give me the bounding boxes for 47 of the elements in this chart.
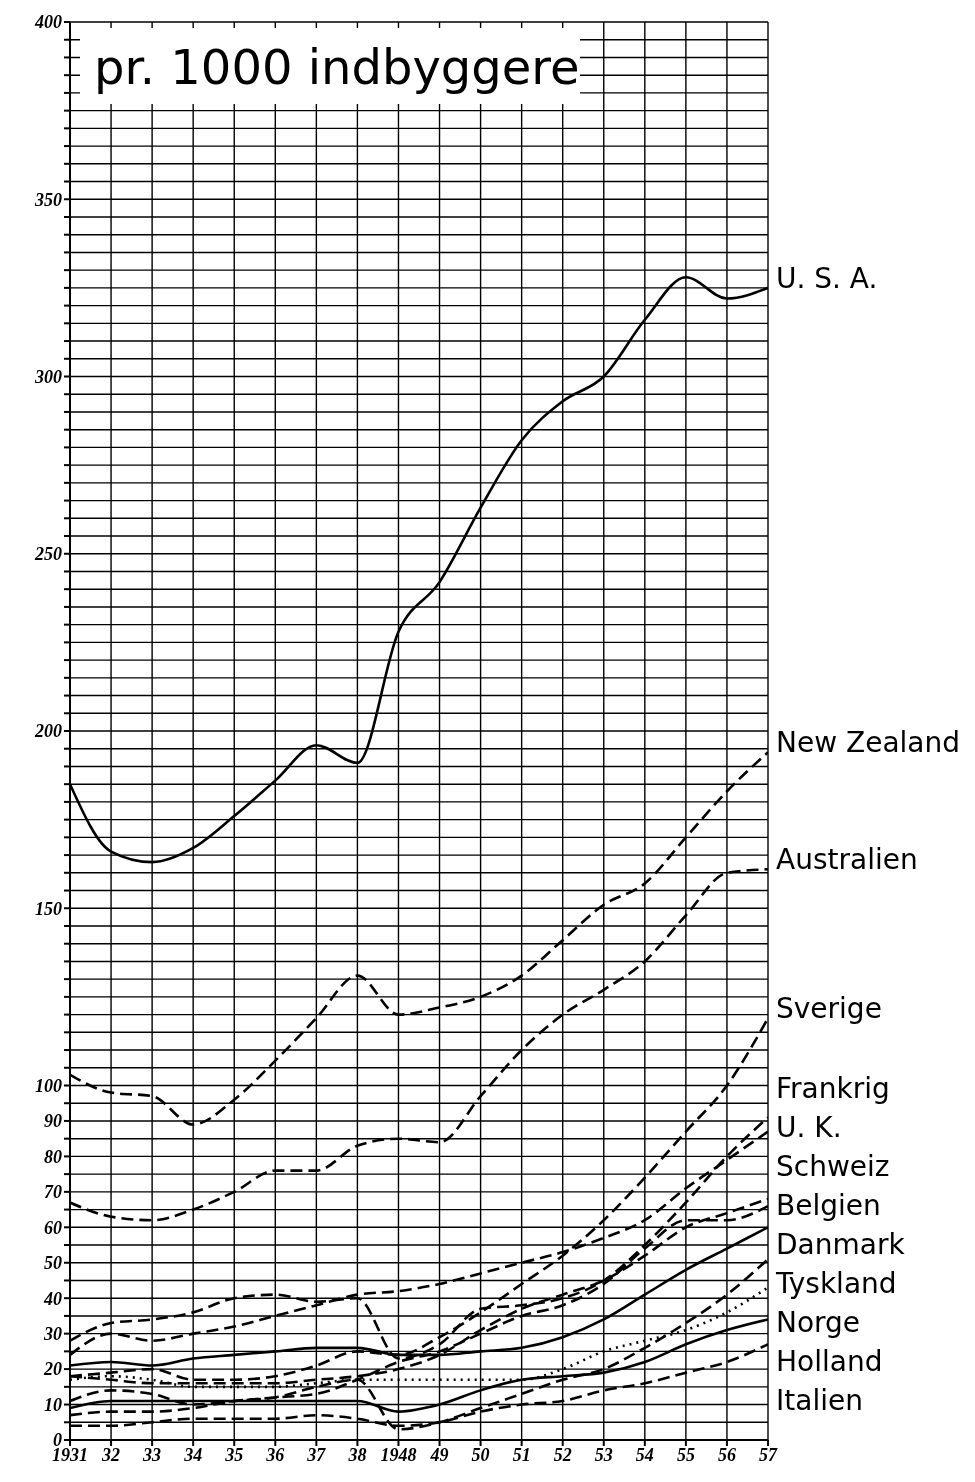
y-tick-label: 70: [44, 1182, 62, 1203]
x-tick-label: 38: [347, 1444, 367, 1465]
x-tick-label: 55: [676, 1444, 695, 1465]
y-tick-label: 100: [35, 1075, 62, 1096]
x-tick-label: 56: [717, 1444, 736, 1465]
series-label: Tyskland: [775, 1267, 897, 1300]
series-label: Frankrig: [776, 1072, 890, 1105]
y-tick-label: 400: [34, 12, 62, 33]
x-tick-label: 54: [635, 1444, 654, 1465]
y-tick-label: 300: [34, 366, 62, 387]
y-tick-label: 200: [34, 721, 62, 742]
y-tick-label: 90: [44, 1111, 62, 1132]
series-label: Danmark: [776, 1228, 906, 1261]
y-tick-label: 30: [43, 1324, 62, 1345]
series-label: Holland: [776, 1345, 883, 1378]
y-tick-label: 50: [44, 1253, 62, 1274]
x-tick-label: 32: [101, 1444, 121, 1465]
series-label: Australien: [776, 843, 918, 877]
series-label: New Zealand: [776, 726, 960, 760]
x-tick-label: 57: [759, 1444, 778, 1465]
x-tick-label: 49: [429, 1444, 449, 1465]
series-label: Schweiz: [776, 1150, 890, 1183]
x-tick-label: 52: [553, 1444, 572, 1465]
x-tick-label: 35: [224, 1444, 244, 1465]
series-label: U. S. A.: [776, 261, 878, 295]
x-tick-label: 50: [471, 1444, 490, 1465]
y-tick-label: 350: [34, 189, 62, 210]
x-tick-label: 53: [594, 1444, 613, 1465]
series-label: Sverige: [776, 992, 882, 1026]
series-label: Belgien: [776, 1189, 881, 1222]
y-tick-label: 20: [43, 1359, 62, 1380]
series-label: U. K.: [776, 1111, 842, 1144]
y-tick-label: 250: [34, 544, 62, 565]
y-tick-label: 40: [43, 1288, 62, 1309]
series-label: Norge: [776, 1306, 861, 1339]
x-tick-label: 1948: [380, 1444, 417, 1465]
y-tick-label: 10: [44, 1394, 62, 1415]
x-tick-label: 34: [183, 1444, 203, 1465]
x-tick-label: 33: [142, 1444, 162, 1465]
y-tick-label: 60: [44, 1217, 62, 1238]
chart-title: pr. 1000 indbyggere: [94, 39, 580, 95]
y-tick-label: 150: [35, 898, 62, 919]
x-tick-label: 37: [306, 1444, 327, 1465]
series-label: Italien: [776, 1384, 863, 1417]
x-tick-label: 51: [512, 1444, 531, 1465]
y-tick-label: 80: [44, 1146, 62, 1167]
x-tick-label: 36: [265, 1444, 285, 1465]
